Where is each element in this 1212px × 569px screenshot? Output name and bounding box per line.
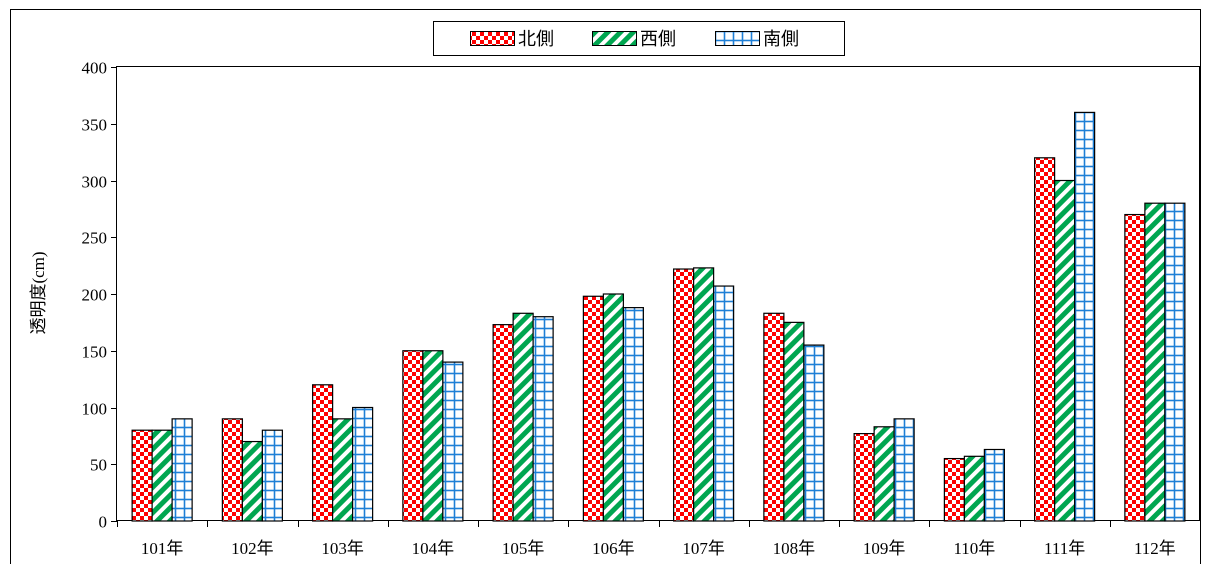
legend-label-north: 北側 <box>518 29 554 49</box>
y-tick-label: 0 <box>99 513 108 532</box>
bar <box>1074 111 1096 522</box>
bar <box>602 293 624 522</box>
bar <box>1124 213 1146 522</box>
bar <box>422 350 444 522</box>
bar <box>332 418 354 522</box>
y-tick-label: 350 <box>82 116 108 135</box>
bar <box>241 440 263 522</box>
bar <box>622 307 644 522</box>
bar <box>492 324 514 522</box>
x-tick-label: 109年 <box>863 539 906 558</box>
bar <box>983 448 1005 522</box>
x-tick-label: 110年 <box>953 539 995 558</box>
bar <box>532 316 554 522</box>
bar <box>1034 157 1056 522</box>
y-tick-label: 100 <box>82 400 108 419</box>
bar <box>261 429 283 522</box>
bar <box>713 285 735 522</box>
bar <box>763 312 785 522</box>
legend-label-south: 南側 <box>763 29 799 49</box>
legend-swatch-west <box>592 31 637 46</box>
bar <box>853 433 875 522</box>
x-tick-label: 111年 <box>1044 539 1085 558</box>
bar <box>693 267 715 522</box>
bar <box>1144 202 1166 522</box>
bar <box>312 384 334 522</box>
bar <box>442 361 464 522</box>
y-tick-label: 50 <box>90 456 107 475</box>
bar <box>873 426 895 522</box>
bar-series-group <box>131 111 1186 522</box>
bar <box>673 268 695 522</box>
bar <box>1054 179 1076 522</box>
x-tick-label: 107年 <box>682 539 725 558</box>
bar <box>582 295 604 522</box>
x-tick-label: 103年 <box>321 539 364 558</box>
legend-label-west: 西側 <box>640 29 676 49</box>
bar <box>803 344 825 522</box>
x-tick-label: 112年 <box>1134 539 1176 558</box>
bar <box>783 321 805 522</box>
x-tick-label: 104年 <box>412 539 455 558</box>
y-axis-title: 透明度(cm) <box>29 251 48 334</box>
plot-area <box>116 66 1200 521</box>
x-tick-label: 106年 <box>592 539 635 558</box>
bar <box>893 418 915 522</box>
y-axis: 0 50 100 150 200 250 300 350 400 <box>82 59 117 532</box>
x-tick-label: 102年 <box>231 539 274 558</box>
y-tick-label: 250 <box>82 229 108 248</box>
bar <box>131 429 153 522</box>
x-tick-label: 105年 <box>502 539 545 558</box>
x-tick-label: 108年 <box>773 539 816 558</box>
legend: 北側 西側 南側 <box>433 21 845 56</box>
legend-swatch-south <box>715 31 760 46</box>
y-tick-label: 200 <box>82 286 108 305</box>
x-tick-label: 101年 <box>141 539 184 558</box>
bar <box>221 418 243 522</box>
bar <box>963 455 985 522</box>
bar <box>151 429 173 522</box>
x-axis: 101年 102年 103年 104年 105年 106年 107年 108年 109年 110年… <box>117 521 1201 558</box>
bar <box>402 350 424 522</box>
y-tick-label: 150 <box>82 343 108 362</box>
bar <box>1164 202 1186 522</box>
bar <box>512 312 534 522</box>
bar <box>352 406 374 522</box>
chart-frame <box>10 9 1201 569</box>
bar <box>171 418 193 522</box>
y-tick-label: 300 <box>82 173 108 192</box>
legend-swatch-north <box>470 31 515 46</box>
bar <box>943 457 965 522</box>
y-tick-label: 400 <box>82 59 108 78</box>
